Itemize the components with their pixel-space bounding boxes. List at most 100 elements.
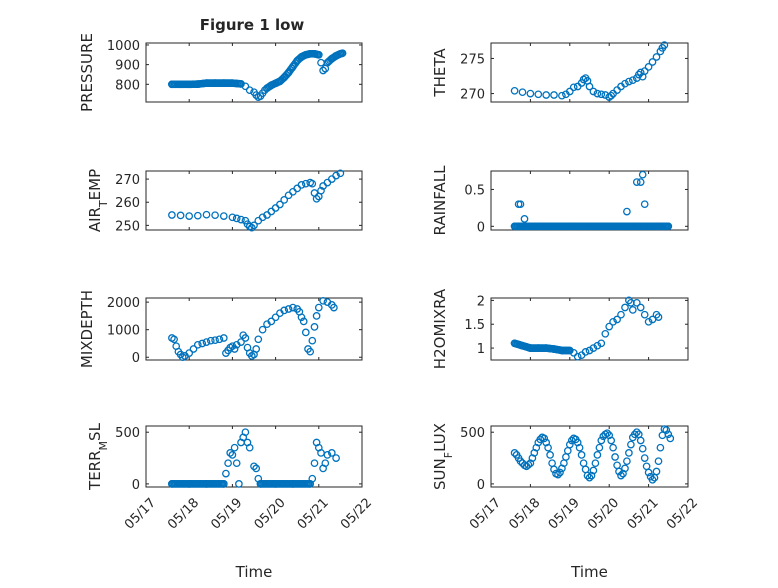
axes-frame <box>490 425 689 488</box>
data-point <box>605 322 614 331</box>
data-point <box>323 451 332 459</box>
y-axis-label-part: SL <box>86 422 104 441</box>
data-point <box>516 200 525 209</box>
data-series <box>510 425 675 484</box>
ytick-label: 250 <box>115 219 140 234</box>
data-point <box>241 428 250 437</box>
data-point <box>332 454 340 462</box>
data-series <box>168 169 345 232</box>
data-point <box>636 178 645 186</box>
ytick-label: 0.5 <box>464 183 485 198</box>
y-axis-label: RAINFALL <box>431 165 449 236</box>
y-axis-label: H2OMIXRA <box>431 288 449 369</box>
data-point <box>632 178 641 186</box>
axes-frame <box>145 425 363 488</box>
y-axis-label-part: SUN <box>431 458 449 490</box>
data-point <box>297 181 306 189</box>
data-point <box>230 345 239 353</box>
data-point <box>609 443 617 452</box>
data-point <box>656 443 665 452</box>
data-point <box>591 459 600 468</box>
data-point <box>565 346 573 355</box>
data-point <box>607 436 616 445</box>
y-axis-label: SUNFLUX <box>431 423 455 490</box>
data-point <box>625 449 633 457</box>
y-axis-label: THETA <box>431 48 449 98</box>
data-point <box>544 443 552 452</box>
data-point <box>640 200 649 209</box>
ytick-label: 1 <box>477 342 485 357</box>
figure-title: Figure 1 low <box>200 16 305 34</box>
data-point <box>312 312 321 320</box>
data-point <box>581 348 590 356</box>
data-point <box>593 341 602 350</box>
subplot-rainfall: 0 0.5 RAINFALL <box>431 165 689 236</box>
ytick-label: 1000 <box>107 324 140 339</box>
data-point <box>575 443 584 452</box>
ytick-label: 2000 <box>107 296 140 311</box>
data-point <box>585 473 594 482</box>
data-point <box>327 449 336 457</box>
data-point <box>185 349 194 357</box>
data-point <box>634 70 643 79</box>
data-point <box>662 426 671 434</box>
data-point <box>664 430 673 439</box>
data-point <box>577 451 586 459</box>
axes-frame <box>145 297 363 361</box>
data-point <box>219 334 228 342</box>
data-series <box>510 170 673 231</box>
data-point <box>189 345 198 353</box>
axes-frame <box>145 170 363 231</box>
data-point <box>267 317 276 326</box>
y-axis-label-part: RAINFALL <box>431 165 449 236</box>
data-series <box>168 296 338 362</box>
data-point <box>237 338 245 346</box>
data-point <box>280 196 289 204</box>
data-point <box>193 340 202 349</box>
data-point <box>236 80 245 88</box>
data-point <box>232 214 241 223</box>
data-point <box>319 296 327 305</box>
ytick-label: 2 <box>477 294 485 309</box>
data-point <box>623 207 631 216</box>
data-point <box>202 210 211 219</box>
data-point <box>640 67 649 75</box>
data-point <box>542 91 551 99</box>
data-point <box>198 339 207 348</box>
data-point <box>589 466 598 475</box>
data-point <box>336 169 345 178</box>
data-point <box>565 87 574 96</box>
data-point <box>235 480 243 488</box>
data-point <box>638 444 647 453</box>
ytick-label: 500 <box>115 426 140 441</box>
data-point <box>258 213 267 222</box>
subplot-h2omixra: 1 1.5 2 H2OMIXRA <box>431 288 689 369</box>
data-point <box>330 303 338 312</box>
data-point <box>546 451 554 459</box>
y-axis-label: AIRTEMP <box>86 169 110 232</box>
data-point <box>644 468 653 477</box>
data-point <box>319 66 327 75</box>
data-point <box>648 475 657 484</box>
data-point <box>654 457 663 466</box>
data-point <box>526 89 535 98</box>
data-point <box>569 83 578 92</box>
data-point <box>250 462 258 471</box>
data-point <box>518 88 527 97</box>
ytick-label: 270 <box>115 173 140 188</box>
data-point <box>284 305 293 313</box>
data-point <box>652 467 661 476</box>
data-point <box>224 459 232 468</box>
data-point <box>640 454 649 462</box>
data-point <box>280 306 289 315</box>
data-point <box>597 339 606 348</box>
data-point <box>308 336 317 345</box>
data-point <box>310 323 319 331</box>
data-point <box>593 451 602 459</box>
data-point <box>607 91 616 100</box>
data-point <box>247 223 256 232</box>
y-axis-label-part: LUX <box>431 423 449 452</box>
data-point <box>232 459 241 468</box>
y-axis-label-subscript: M <box>97 441 110 451</box>
